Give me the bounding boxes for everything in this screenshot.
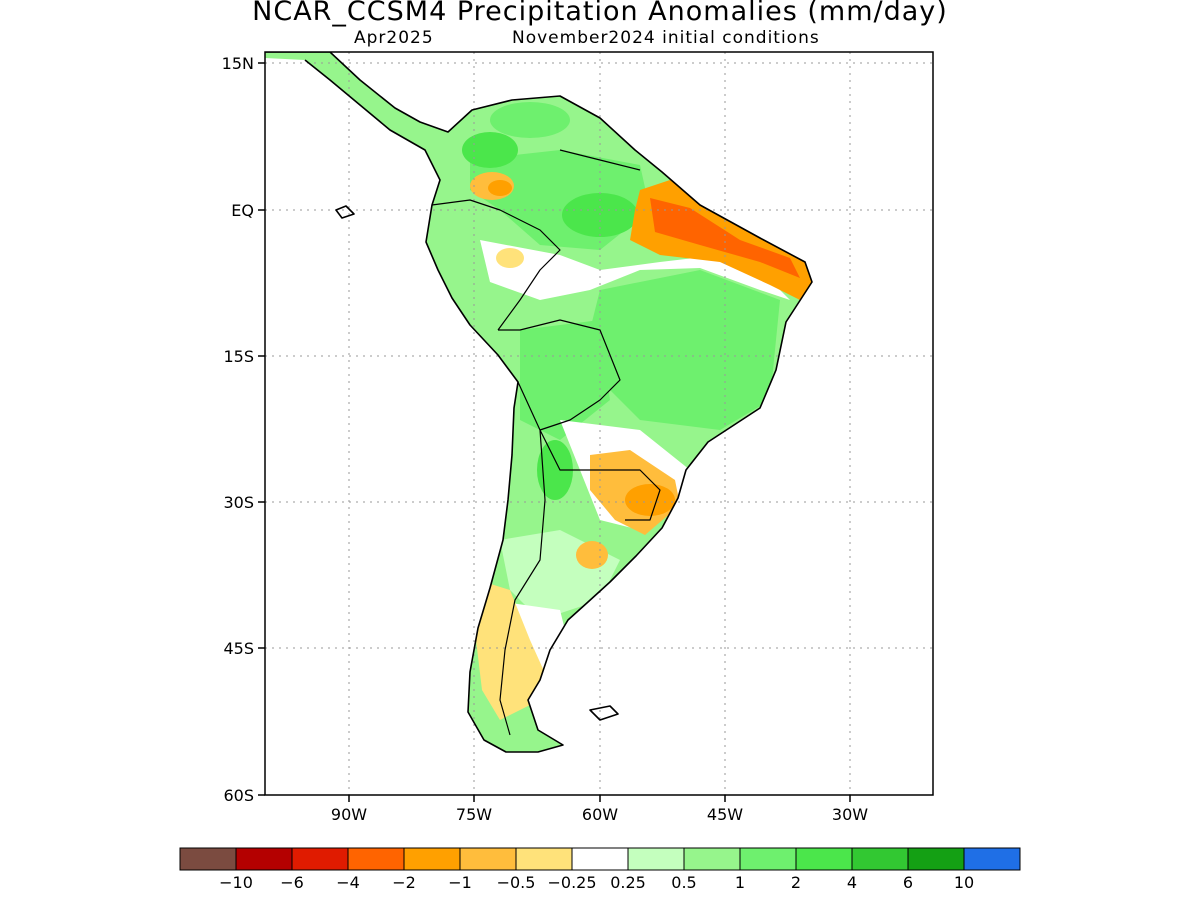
colorbar-swatch <box>683 847 741 871</box>
lon-label-30w: 30W <box>832 805 868 824</box>
lon-label-45w: 45W <box>707 805 743 824</box>
colorbar-label: 1 <box>735 873 745 892</box>
lat-label-45s: 45S <box>223 639 254 658</box>
colorbar-label: 4 <box>847 873 857 892</box>
colorbar-swatch <box>235 847 293 871</box>
colorbar-label: −0.25 <box>547 873 596 892</box>
colorbar-swatch <box>963 847 1021 871</box>
colorbar-swatch <box>179 847 237 871</box>
lon-label-60w: 60W <box>582 805 618 824</box>
lat-label-eq: EQ <box>231 201 254 220</box>
colorbar-swatch <box>347 847 405 871</box>
colorbar-label: −0.5 <box>497 873 536 892</box>
colorbar-swatch <box>571 847 629 871</box>
map-title: NCAR_CCSM4 Precipitation Anomalies (mm/d… <box>252 0 948 27</box>
map-frame <box>264 51 934 796</box>
colorbar-label: 0.25 <box>610 873 646 892</box>
lat-label-30s: 30S <box>223 493 254 512</box>
graticule <box>265 52 933 795</box>
colorbar-swatch <box>795 847 853 871</box>
colorbar-swatch <box>459 847 517 871</box>
colorbar-label: −10 <box>219 873 253 892</box>
colorbar-label: −1 <box>448 873 472 892</box>
country-borders <box>431 149 661 736</box>
lat-label-15s: 15S <box>223 347 254 366</box>
lon-label-75w: 75W <box>456 805 492 824</box>
lat-label-60s: 60S <box>223 786 254 805</box>
colorbar-swatch <box>851 847 909 871</box>
colorbar-label: −2 <box>392 873 416 892</box>
colorbar-swatch <box>627 847 685 871</box>
coastline <box>265 52 813 753</box>
continent-outline <box>265 52 813 753</box>
colorbar-swatch <box>515 847 573 871</box>
valid-month-label: Apr2025 <box>354 28 434 48</box>
initial-conditions-label: November2024 initial conditions <box>512 28 820 48</box>
colorbar-swatch <box>403 847 461 871</box>
colorbar-label: 2 <box>791 873 801 892</box>
colorbar-swatch <box>739 847 797 871</box>
colorbar-swatch <box>907 847 965 871</box>
colorbar-label: −4 <box>336 873 360 892</box>
colorbar-label: 6 <box>903 873 913 892</box>
colorbar-swatch <box>291 847 349 871</box>
falkland-islands <box>589 705 619 721</box>
colorbar-label: 10 <box>954 873 974 892</box>
lon-label-90w: 90W <box>331 805 367 824</box>
galapagos-islands <box>335 205 355 219</box>
colorbar-label: 0.5 <box>671 873 696 892</box>
lat-label-15n: 15N <box>222 54 254 73</box>
colorbar-label: −6 <box>280 873 304 892</box>
